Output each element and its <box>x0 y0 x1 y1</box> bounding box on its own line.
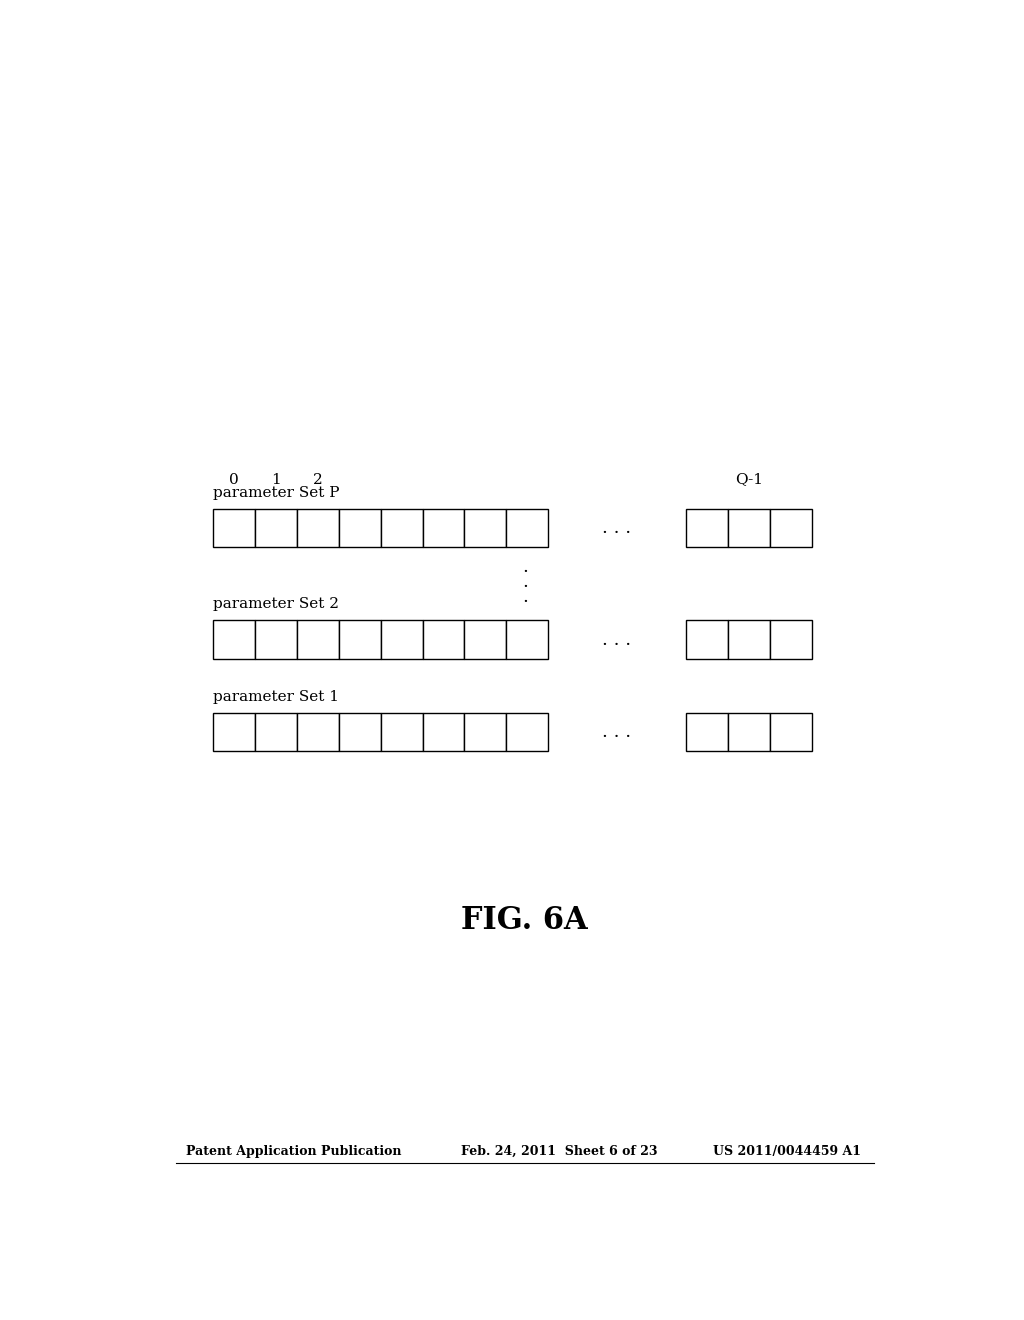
Bar <box>213 713 255 751</box>
Text: .: . <box>522 557 527 576</box>
Bar <box>728 713 770 751</box>
Bar <box>770 620 812 659</box>
Bar <box>770 508 812 548</box>
Bar <box>423 508 464 548</box>
Text: parameter Set 2: parameter Set 2 <box>213 597 339 611</box>
Bar <box>728 508 770 548</box>
Text: parameter Set P: parameter Set P <box>213 486 340 499</box>
Bar <box>686 508 728 548</box>
Text: FIG. 6A: FIG. 6A <box>462 906 588 936</box>
Bar <box>686 620 728 659</box>
Bar <box>506 508 548 548</box>
Bar <box>381 508 423 548</box>
Bar <box>297 508 339 548</box>
Bar <box>339 620 381 659</box>
Bar <box>297 620 339 659</box>
Text: 0: 0 <box>229 473 239 487</box>
Bar <box>728 620 770 659</box>
Text: .: . <box>522 573 527 591</box>
Text: 1: 1 <box>271 473 281 487</box>
Bar <box>213 508 255 548</box>
Bar <box>464 713 506 751</box>
Bar <box>423 620 464 659</box>
Bar <box>213 620 255 659</box>
Text: Feb. 24, 2011  Sheet 6 of 23: Feb. 24, 2011 Sheet 6 of 23 <box>461 1146 657 1158</box>
Bar <box>339 508 381 548</box>
Bar <box>506 713 548 751</box>
Text: . . .: . . . <box>602 519 631 537</box>
Text: 2: 2 <box>313 473 323 487</box>
Text: Patent Application Publication: Patent Application Publication <box>186 1146 401 1158</box>
Text: . . .: . . . <box>602 723 631 741</box>
Bar <box>423 713 464 751</box>
Bar <box>339 713 381 751</box>
Bar <box>255 620 297 659</box>
Bar <box>381 713 423 751</box>
Text: parameter Set 1: parameter Set 1 <box>213 689 339 704</box>
Bar <box>381 620 423 659</box>
Text: . . .: . . . <box>602 631 631 648</box>
Text: US 2011/0044459 A1: US 2011/0044459 A1 <box>713 1146 861 1158</box>
Bar <box>506 620 548 659</box>
Bar <box>255 508 297 548</box>
Bar <box>464 620 506 659</box>
Bar <box>255 713 297 751</box>
Bar <box>297 713 339 751</box>
Bar <box>464 508 506 548</box>
Bar <box>770 713 812 751</box>
Text: Q-1: Q-1 <box>735 473 763 487</box>
Bar <box>686 713 728 751</box>
Text: .: . <box>522 589 527 606</box>
